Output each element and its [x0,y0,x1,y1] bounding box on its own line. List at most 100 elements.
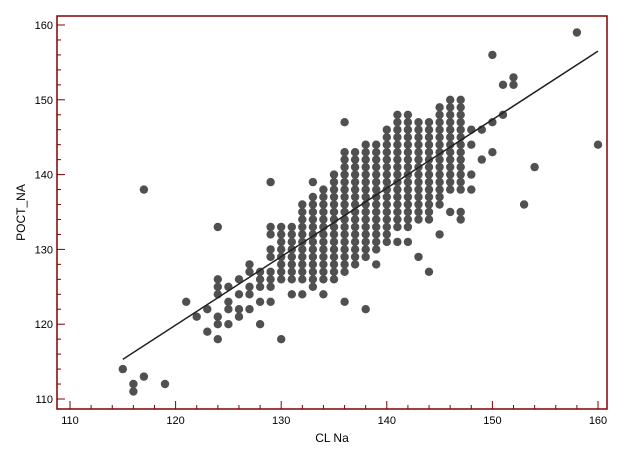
data-point [498,80,508,90]
data-point [382,230,391,239]
data-point [361,252,370,262]
data-point [372,170,381,179]
data-point [298,230,307,239]
data-point [350,185,360,194]
data-point [287,230,296,239]
data-point [245,282,254,291]
data-point [372,148,381,157]
data-point [435,103,444,112]
data-point [245,305,254,314]
data-point [329,275,339,284]
data-point [329,237,339,247]
x-tick-label: 130 [272,415,290,427]
data-point [424,192,434,202]
data-point [298,200,307,209]
data-point [456,125,465,134]
data-point [403,207,413,217]
data-point [509,80,518,90]
data-point [340,185,349,194]
data-point [403,155,413,164]
data-point [329,185,339,194]
data-point [329,260,339,269]
data-point [266,230,275,239]
data-point [308,252,318,262]
data-point [319,275,328,284]
data-point [372,155,381,164]
data-point [266,245,275,254]
data-point [266,275,275,284]
data-point [319,222,328,232]
data-point [414,133,423,142]
plot-frame [56,15,608,410]
data-point [287,252,296,262]
data-point [298,245,307,254]
data-point [277,260,286,269]
data-point [488,118,497,127]
data-point [382,140,391,149]
data-point [403,192,413,202]
data-point [424,170,434,179]
data-point [372,177,381,187]
data-point [118,364,128,374]
data-point [287,222,296,232]
data-point [329,245,339,254]
data-point [213,275,222,284]
data-point [308,207,318,217]
data-point [424,200,434,209]
data-point [446,95,455,105]
data-point [139,372,149,381]
data-point [519,200,529,209]
data-point [414,192,423,202]
data-point [372,222,381,232]
data-point [308,237,318,247]
data-point [361,170,370,179]
data-point [509,73,518,82]
data-point [372,207,381,217]
y-tick-label: 140 [35,170,53,182]
y-tick-label: 110 [35,394,53,406]
data-point [308,267,318,276]
data-point [435,185,444,194]
data-point [467,140,476,149]
data-point [277,230,286,239]
data-point [340,222,349,232]
data-point [277,222,286,232]
data-point [308,177,318,187]
data-point [350,237,360,247]
data-point [456,155,465,164]
data-point [435,125,444,134]
data-point [340,200,349,209]
data-point [329,252,339,262]
data-point [456,162,465,172]
data-point [446,185,455,194]
data-point [298,260,307,269]
data-point [372,140,381,149]
data-point [393,148,402,157]
data-point [393,125,402,134]
data-point [361,140,370,149]
data-point [350,148,360,157]
data-point [382,192,391,202]
data-point [446,170,455,179]
data-point [213,320,222,329]
data-point [203,327,212,336]
x-axis: 110 120 130 140 150 160 [61,401,607,427]
data-point [393,133,402,142]
data-point [319,237,328,247]
data-point [329,207,339,217]
data-point [329,200,339,209]
data-point [372,185,381,194]
data-point [340,252,349,262]
data-point [319,260,328,269]
data-point [266,267,275,276]
data-point [414,185,423,194]
data-point [393,110,402,120]
data-point [361,230,370,239]
data-point [393,140,402,149]
data-point [382,222,391,232]
data-point [308,222,318,232]
data-point [414,148,423,157]
data-point [446,103,455,112]
data-point [266,222,275,232]
